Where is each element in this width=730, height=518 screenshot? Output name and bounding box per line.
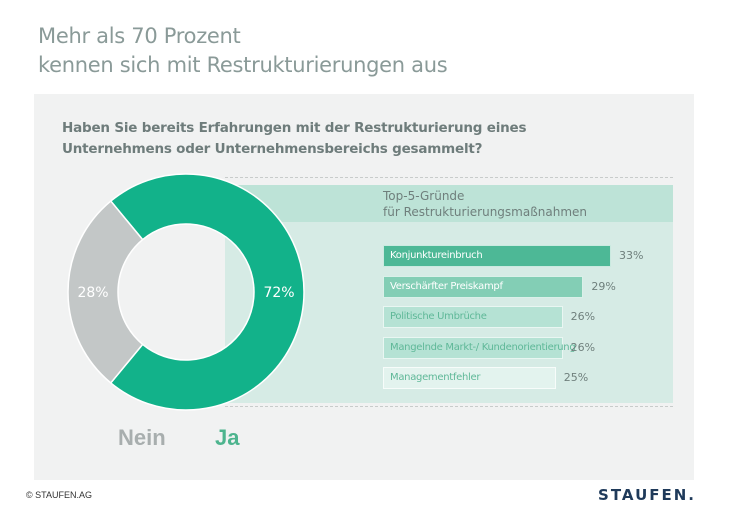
reason-bar-value: 25% <box>563 371 589 384</box>
reason-bar: Managementfehler <box>383 367 556 389</box>
reason-bar-label: Managementfehler <box>390 372 481 383</box>
legend-ja: Ja <box>215 425 240 450</box>
donut-slice-ja-label: 72% <box>263 285 294 301</box>
reasons-title-line-1: Top-5-Gründe <box>383 189 465 203</box>
staufen-logo: STAUFEN. <box>598 486 696 504</box>
divider-top <box>225 177 673 178</box>
reason-bar: Politische Umbrüche <box>383 306 563 328</box>
donut-slice-nein-label: 28% <box>77 285 108 301</box>
divider-bottom <box>225 406 673 407</box>
question-line-1: Haben Sie bereits Erfahrungen mit der Re… <box>62 120 527 136</box>
reason-bar: Konjunktureinbruch <box>383 245 611 267</box>
question-line-2: Unternehmens oder Unternehmensbereichs g… <box>62 141 483 157</box>
reason-bar-value: 33% <box>619 249 644 262</box>
reason-bar-label: Mangelnde Markt-/ Kundenorientierung <box>390 341 576 353</box>
page-title: Mehr als 70 Prozent kennen sich mit Rest… <box>38 22 448 80</box>
copyright-notice: © STAUFEN.AG <box>26 490 92 500</box>
reason-bar: Mangelnde Markt-/ Kundenorientierung <box>383 336 576 359</box>
survey-question: Haben Sie bereits Erfahrungen mit der Re… <box>62 118 527 160</box>
reason-bar-value: 29% <box>591 279 616 293</box>
reason-bar-label: Konjunktureinbruch <box>390 250 483 261</box>
reasons-title-line-2: für Restrukturierungsmaßnahmen <box>383 205 588 219</box>
title-line-2: kennen sich mit Restrukturierungen aus <box>38 53 448 77</box>
reasons-header-band <box>225 185 673 222</box>
reason-bar-label: Verschärfter Preiskampf <box>390 280 503 292</box>
donut-slice-ja <box>109 173 305 411</box>
reasons-title: Top-5-Gründe für Restrukturierungsmaßnah… <box>383 188 587 220</box>
title-line-1: Mehr als 70 Prozent <box>38 24 241 48</box>
reason-bar: Verschärfter Preiskampf <box>383 275 584 298</box>
reason-bar-label: Politische Umbrüche <box>390 311 487 322</box>
reason-bar-value: 26% <box>570 310 596 323</box>
donut-slice-nein <box>67 200 144 384</box>
legend-nein: Nein <box>118 425 166 450</box>
reason-bar-value: 26% <box>570 340 596 354</box>
